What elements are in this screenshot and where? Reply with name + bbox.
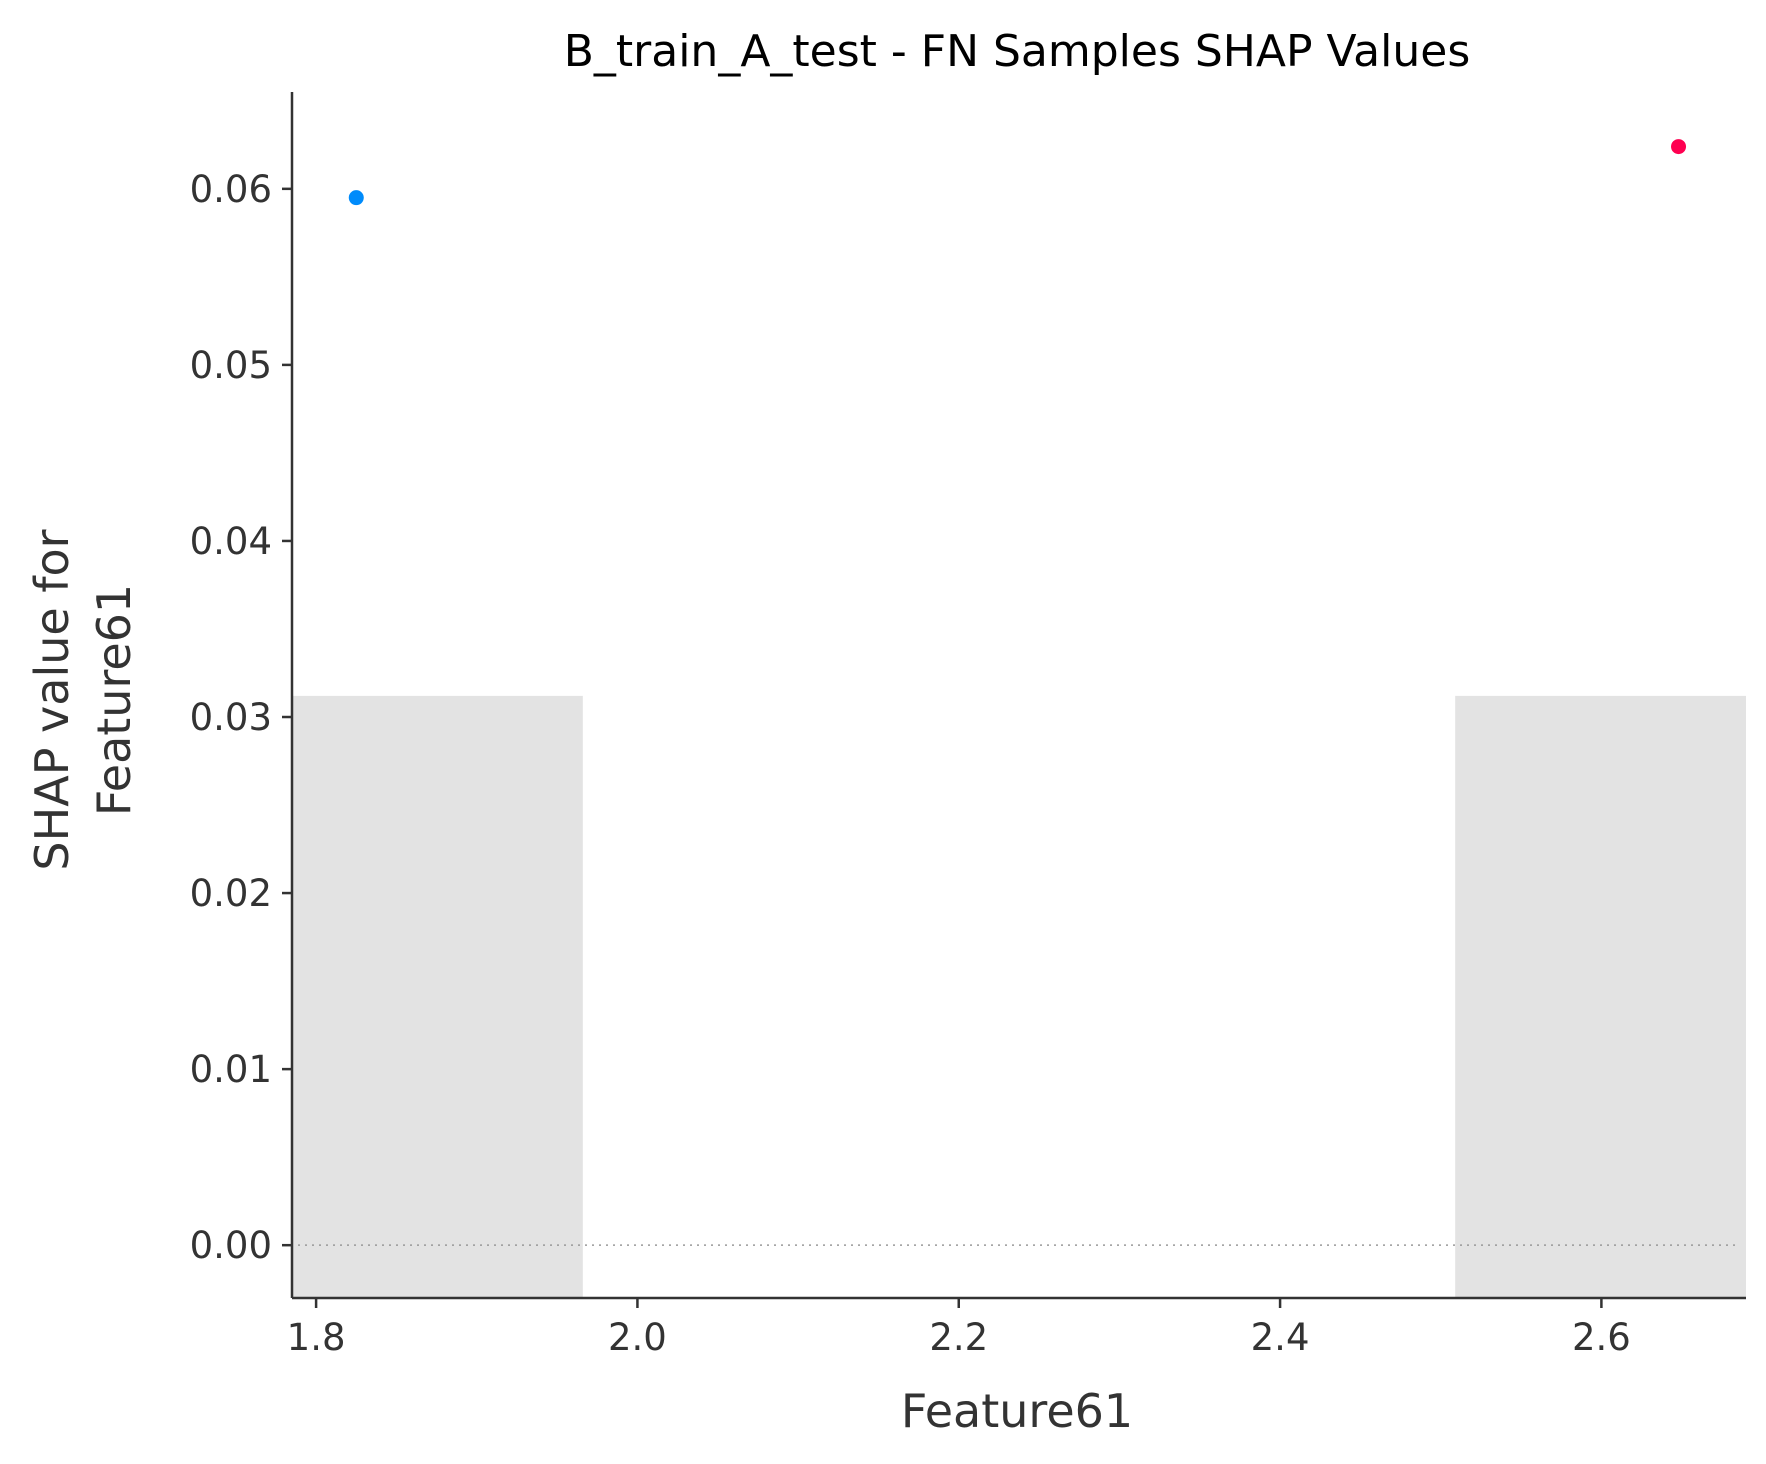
y-tick-label: 0.01 [190,1048,272,1091]
x-tick-label: 2.0 [608,1316,667,1359]
y-axis-ticks: 0.00 0.01 0.02 0.03 0.04 0.05 0.06 [190,168,292,1267]
histogram-bar [1455,695,1746,1298]
data-points [348,139,1687,206]
scatter-point [1671,139,1687,155]
y-tick-label: 0.06 [190,168,272,211]
y-tick-label: 0.04 [190,520,272,563]
x-tick-label: 2.2 [929,1316,988,1359]
x-axis-ticks: 1.8 2.0 2.2 2.4 2.6 [287,1298,1631,1359]
y-axis-label: SHAP value for Feature61 [25,529,141,870]
scatter-point [348,190,364,206]
y-axis-label-line-1: SHAP value for [25,529,79,870]
y-tick-label: 0.02 [190,872,272,915]
x-tick-label: 1.8 [287,1316,346,1359]
x-axis-label: Feature61 [901,1384,1133,1438]
x-tick-label: 2.4 [1251,1316,1310,1359]
chart-title: B_train_A_test - FN Samples SHAP Values [564,26,1471,77]
y-tick-label: 0.05 [190,344,272,387]
histogram-bar [292,695,583,1298]
x-tick-label: 2.6 [1572,1316,1631,1359]
y-axis-label-line-2: Feature61 [87,584,141,816]
y-tick-label: 0.03 [190,696,272,739]
histogram-background [292,695,1746,1298]
y-tick-label: 0.00 [190,1224,272,1267]
